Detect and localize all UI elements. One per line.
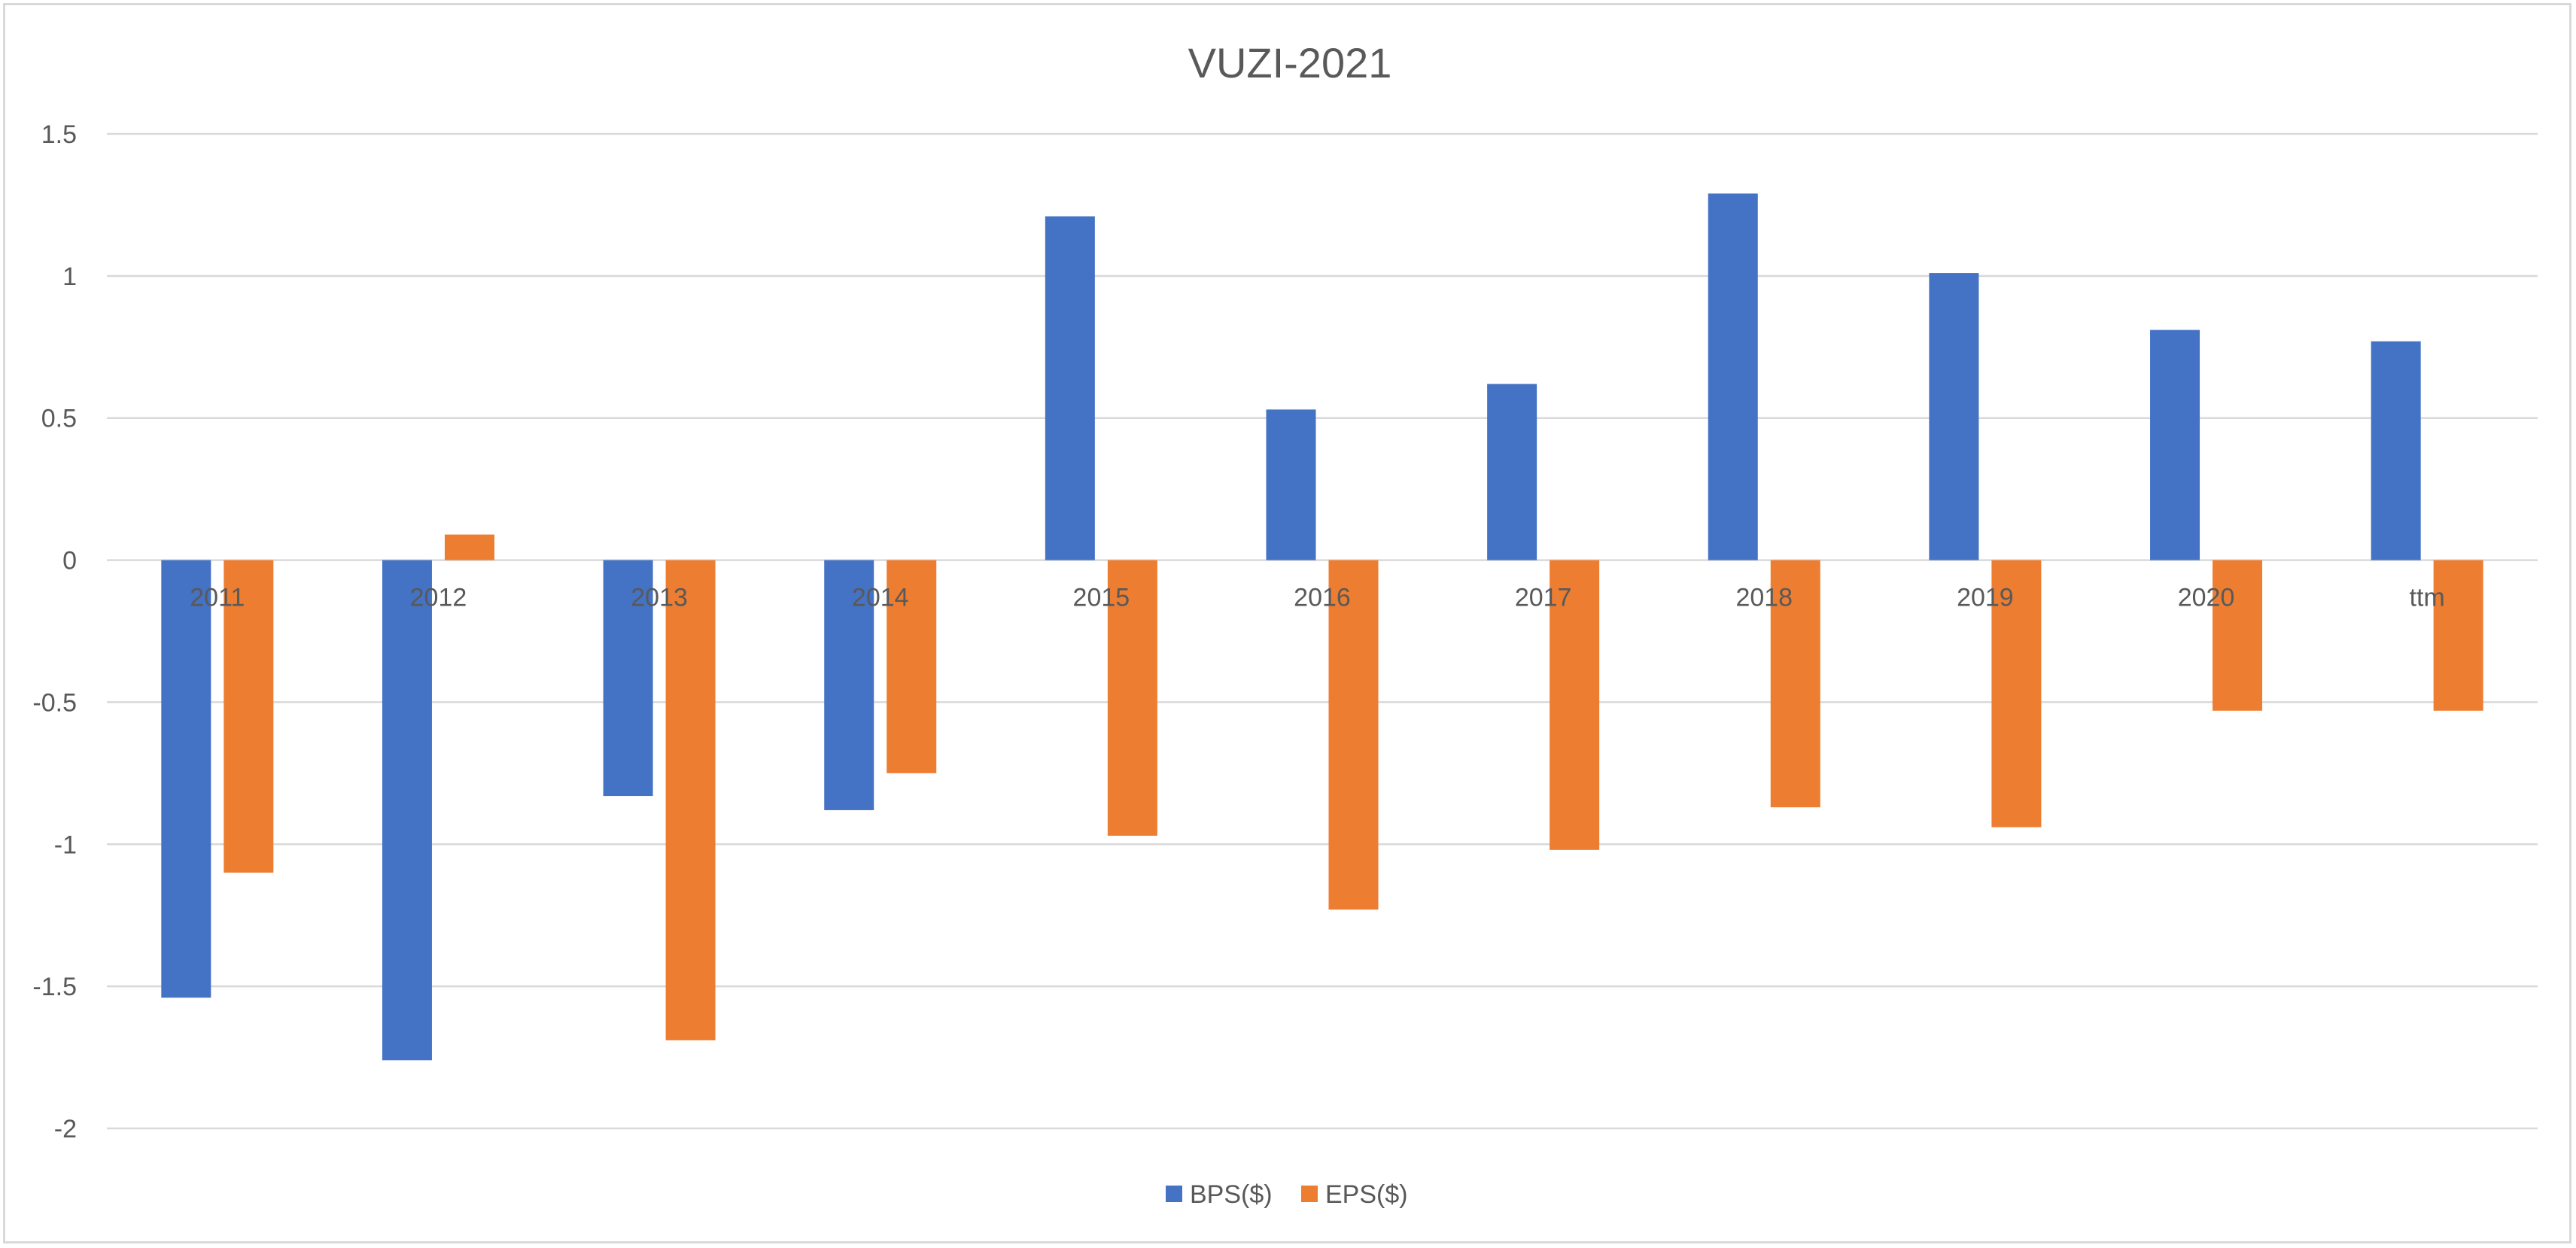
legend-label: EPS($) [1325,1180,1408,1209]
bar-eps-2014 [887,560,937,773]
chart-title: VUZI-2021 [1188,39,1392,87]
bar-bps-2017 [1487,384,1537,560]
x-category-label: 2014 [852,584,909,612]
bars [161,193,2483,1061]
legend-label: BPS($) [1190,1180,1273,1209]
x-category-label: 2017 [1515,584,1572,612]
bar-bps-2012 [382,560,432,1061]
bar-bps-2013 [603,560,653,797]
bar-chart: VUZI-2021 1.510.50-0.5-1-1.5-2 2011 2012 2… [32,39,2538,1209]
x-axis-category-labels: 2011 2012 2013 2014 2015 2016 2017 2018 2019 2020… [190,584,2445,612]
gridlines [107,132,2538,1130]
bar-eps-2019 [1991,560,2042,827]
bar-bps-2015 [1045,216,1095,560]
x-category-label: 2016 [1294,584,1351,612]
y-tick-label: -2 [54,1115,77,1143]
bar-bps-2019 [1929,273,1979,560]
y-axis-tick-labels: 1.5 1 0.5 0 -0.5 -1 -1.5 -2 [32,120,77,1143]
y-tick-label: -1.5 [32,973,77,1001]
x-category-label: 2013 [631,584,688,612]
x-category-label: 2019 [1957,584,2014,612]
bar-bps-2020 [2150,329,2200,560]
bar-eps-2013 [665,560,716,1040]
bar-eps-2016 [1328,560,1379,910]
chart-frame: VUZI-2021 1.5 1 0.5 0 -0.5 -1 -1.5 -2 2011 2012 2… [3,3,2571,1243]
x-category-label: 2012 [410,584,467,612]
bar-eps-2020 [2213,560,2263,711]
bar-bps-2011 [161,560,211,998]
y-tick-label: 1 [62,263,77,291]
y-tick-label: -1 [54,830,77,859]
bar-bps-2018 [1708,193,1758,560]
legend: BPS($) EPS($) [1166,1180,1408,1209]
bar-eps-2015 [1107,560,1157,836]
x-category-label: 2018 [1735,584,1793,612]
legend-swatch [1166,1186,1182,1202]
bar-bps-ttm [2371,341,2421,560]
x-category-label: 2011 [190,584,245,612]
y-tick-label: 1.5 [41,120,77,149]
x-category-label: ttm [2410,584,2445,612]
bar-eps-2018 [1770,560,1820,808]
bar-bps-2014 [824,560,874,810]
bar-eps-2012 [444,534,494,560]
bar-eps-2017 [1550,560,1600,850]
x-category-label: 2015 [1073,584,1130,612]
y-tick-label: 0 [62,547,77,575]
bar-eps-ttm [2433,560,2483,711]
bar-bps-2016 [1266,409,1316,560]
y-tick-label: -0.5 [32,688,77,717]
x-category-label: 2020 [2178,584,2235,612]
y-tick-label: 0.5 [41,405,77,433]
legend-swatch [1301,1186,1318,1202]
bar-eps-2011 [224,560,274,873]
